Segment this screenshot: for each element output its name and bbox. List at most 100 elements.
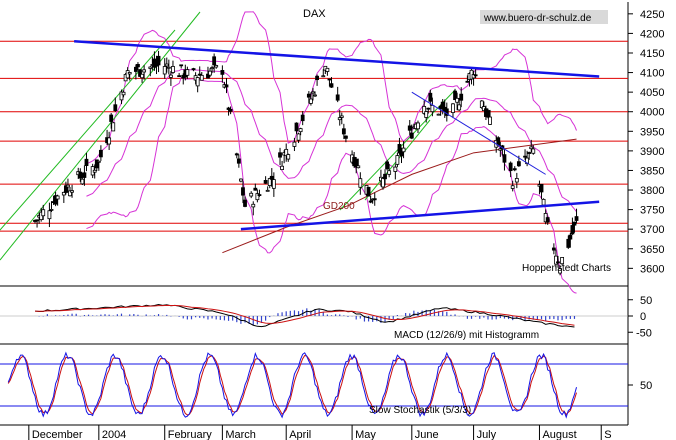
candle-body — [96, 160, 101, 163]
candle-body — [179, 64, 184, 67]
candle-body — [127, 72, 132, 75]
candle-body — [397, 144, 402, 154]
macd-tick-label: 50 — [640, 295, 652, 307]
candle-body — [226, 107, 231, 110]
candle-body — [55, 195, 60, 200]
candle-body — [177, 75, 182, 78]
stochastic-label: Slow Stochastik (5/3/3) — [369, 405, 471, 416]
y-axis-ticks: 3600 3650 3700 3750 3800 3850 3900 3950 4000 4050… — [628, 9, 664, 392]
candle-body — [356, 165, 361, 169]
candle-body — [257, 194, 262, 196]
candle-body — [109, 114, 114, 122]
candle-body — [465, 80, 470, 83]
candle-body — [185, 69, 190, 76]
candle-body — [395, 155, 400, 165]
candle-body — [243, 199, 247, 207]
candle-body — [381, 177, 385, 188]
candle-body — [451, 103, 455, 113]
candle-body — [313, 94, 317, 97]
candle-body — [220, 70, 225, 75]
candle-body — [341, 128, 346, 135]
candle-body — [496, 137, 501, 146]
candle-body — [121, 91, 126, 96]
candle-body — [208, 70, 212, 76]
candle-body — [329, 83, 334, 88]
candle-body — [142, 69, 147, 73]
candle-body — [525, 157, 530, 165]
candle-body — [366, 186, 371, 197]
trendline-0 — [74, 39, 600, 78]
candle-body — [212, 56, 217, 66]
x-tick-label: May — [355, 429, 376, 440]
x-axis-ticks: December 2004 February March April May June Jul… — [28, 425, 612, 440]
candle-body — [545, 217, 550, 223]
candle-body — [214, 65, 219, 68]
candle-body — [191, 68, 196, 71]
candle-body — [440, 101, 445, 110]
candle-body — [436, 113, 441, 116]
macd-signal-line — [34, 304, 575, 326]
candle-body — [234, 153, 239, 156]
candle-body — [199, 74, 204, 81]
candle-body — [453, 90, 457, 101]
candle-body — [251, 203, 256, 208]
x-tick-label: June — [415, 429, 439, 440]
macd-label: MACD (12/26/9) mit Histogramm — [394, 330, 539, 341]
gd200-series — [222, 138, 577, 254]
candle-body — [292, 141, 297, 147]
candle-body — [269, 175, 274, 180]
green-channel-1 — [0, 29, 176, 231]
candle-body — [84, 158, 89, 167]
price-tick-label: 3600 — [640, 263, 664, 275]
gd200-line — [222, 138, 577, 254]
candle-body — [162, 66, 167, 75]
candle-body — [311, 91, 315, 94]
candle-body — [457, 104, 462, 111]
price-tick-label: 4000 — [640, 107, 664, 119]
source-label: www.buero-dr-schulz.de — [483, 13, 592, 24]
candle-body — [368, 200, 373, 203]
candle-body — [560, 257, 565, 265]
candle-body — [428, 92, 433, 102]
candle-body — [41, 209, 46, 217]
trendline-2 — [411, 91, 546, 175]
candle-body — [527, 152, 532, 154]
x-tick-label: April — [289, 429, 311, 440]
resistance-support-levels — [0, 40, 628, 232]
candle-body — [327, 78, 332, 81]
candle-body — [407, 125, 412, 131]
price-tick-label: 4050 — [640, 87, 664, 99]
candle-body — [224, 84, 229, 88]
candle-body — [502, 154, 507, 163]
price-tick-label: 3850 — [640, 165, 664, 177]
price-tick-label: 4100 — [640, 68, 664, 80]
candle-body — [512, 168, 517, 171]
candle-body — [278, 152, 282, 158]
candle-body — [372, 198, 377, 201]
candle-body — [473, 74, 478, 77]
candle-body — [111, 122, 116, 132]
candle-body — [523, 155, 527, 158]
candle-body — [358, 178, 363, 188]
candle-body — [168, 74, 173, 78]
price-tick-label: 3950 — [640, 126, 664, 138]
candle-body — [459, 93, 464, 101]
candle-body — [321, 75, 326, 78]
candle-body — [455, 97, 460, 103]
candle-body — [156, 55, 161, 66]
candle-body — [280, 165, 284, 170]
candle-body — [210, 67, 214, 70]
candle-body — [136, 64, 140, 68]
candle-body — [508, 162, 513, 172]
candle-body — [516, 161, 521, 167]
candle-body — [255, 193, 260, 201]
candle-body — [309, 98, 313, 104]
candle-body — [335, 94, 340, 101]
x-tick-label: December — [32, 429, 83, 440]
candle-body — [300, 114, 305, 122]
candle-body — [63, 185, 68, 193]
candle-body — [119, 91, 124, 101]
candle-body — [107, 137, 112, 145]
candle-body — [241, 187, 245, 196]
